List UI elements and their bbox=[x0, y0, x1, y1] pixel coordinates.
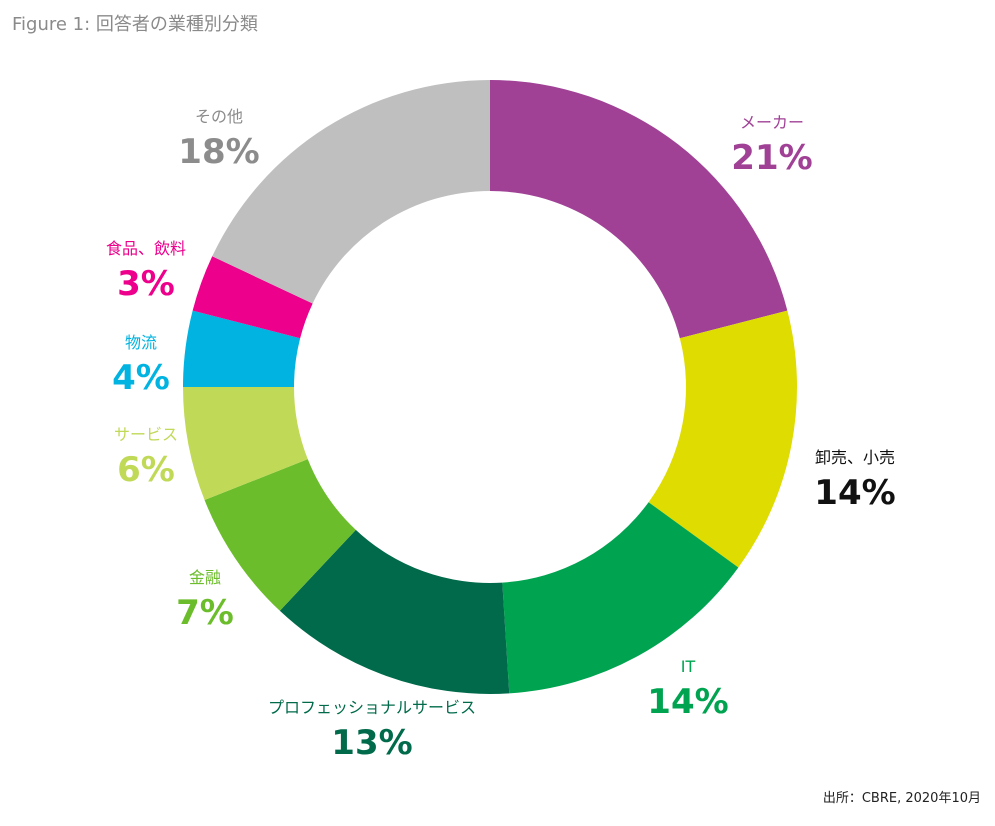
slice-category-label: プロフェッショナルサービス bbox=[268, 698, 476, 717]
slice-category-label: 物流 bbox=[125, 333, 157, 352]
slice-category-label: 卸売、小売 bbox=[815, 448, 895, 467]
donut-slice-1 bbox=[490, 80, 788, 339]
source-note: 出所：CBRE, 2020年10月 bbox=[822, 791, 981, 806]
slice-value-label: 18% bbox=[178, 132, 259, 172]
slice-value-label: 13% bbox=[331, 723, 412, 763]
donut-slice-8 bbox=[192, 256, 313, 339]
slice-value-label: 3% bbox=[117, 264, 175, 304]
slice-category-label: 金融 bbox=[189, 568, 221, 587]
slice-category-label: サービス bbox=[114, 425, 178, 444]
slice-value-label: 6% bbox=[117, 450, 175, 490]
donut-slice-4 bbox=[279, 529, 510, 694]
donut-slice-9 bbox=[212, 80, 491, 304]
slice-value-label: 4% bbox=[112, 358, 170, 398]
slice-category-label: その他 bbox=[195, 107, 243, 126]
chart-title: Figure 1: 回答者の業種別分類 bbox=[12, 14, 258, 35]
slice-value-label: 14% bbox=[814, 473, 895, 513]
donut-slice-7 bbox=[183, 310, 301, 387]
donut-slice-6 bbox=[183, 387, 308, 501]
donut-slice-3 bbox=[502, 502, 739, 694]
slice-value-label: 7% bbox=[176, 593, 234, 633]
slice-category-label: メーカー bbox=[740, 113, 804, 132]
slice-value-label: 21% bbox=[731, 138, 812, 178]
donut-slice-5 bbox=[204, 459, 356, 611]
slice-value-label: 14% bbox=[647, 682, 728, 722]
slice-category-label: 食品、飲料 bbox=[106, 239, 186, 258]
donut-slice-2 bbox=[648, 310, 797, 568]
slice-category-label: IT bbox=[681, 657, 696, 676]
